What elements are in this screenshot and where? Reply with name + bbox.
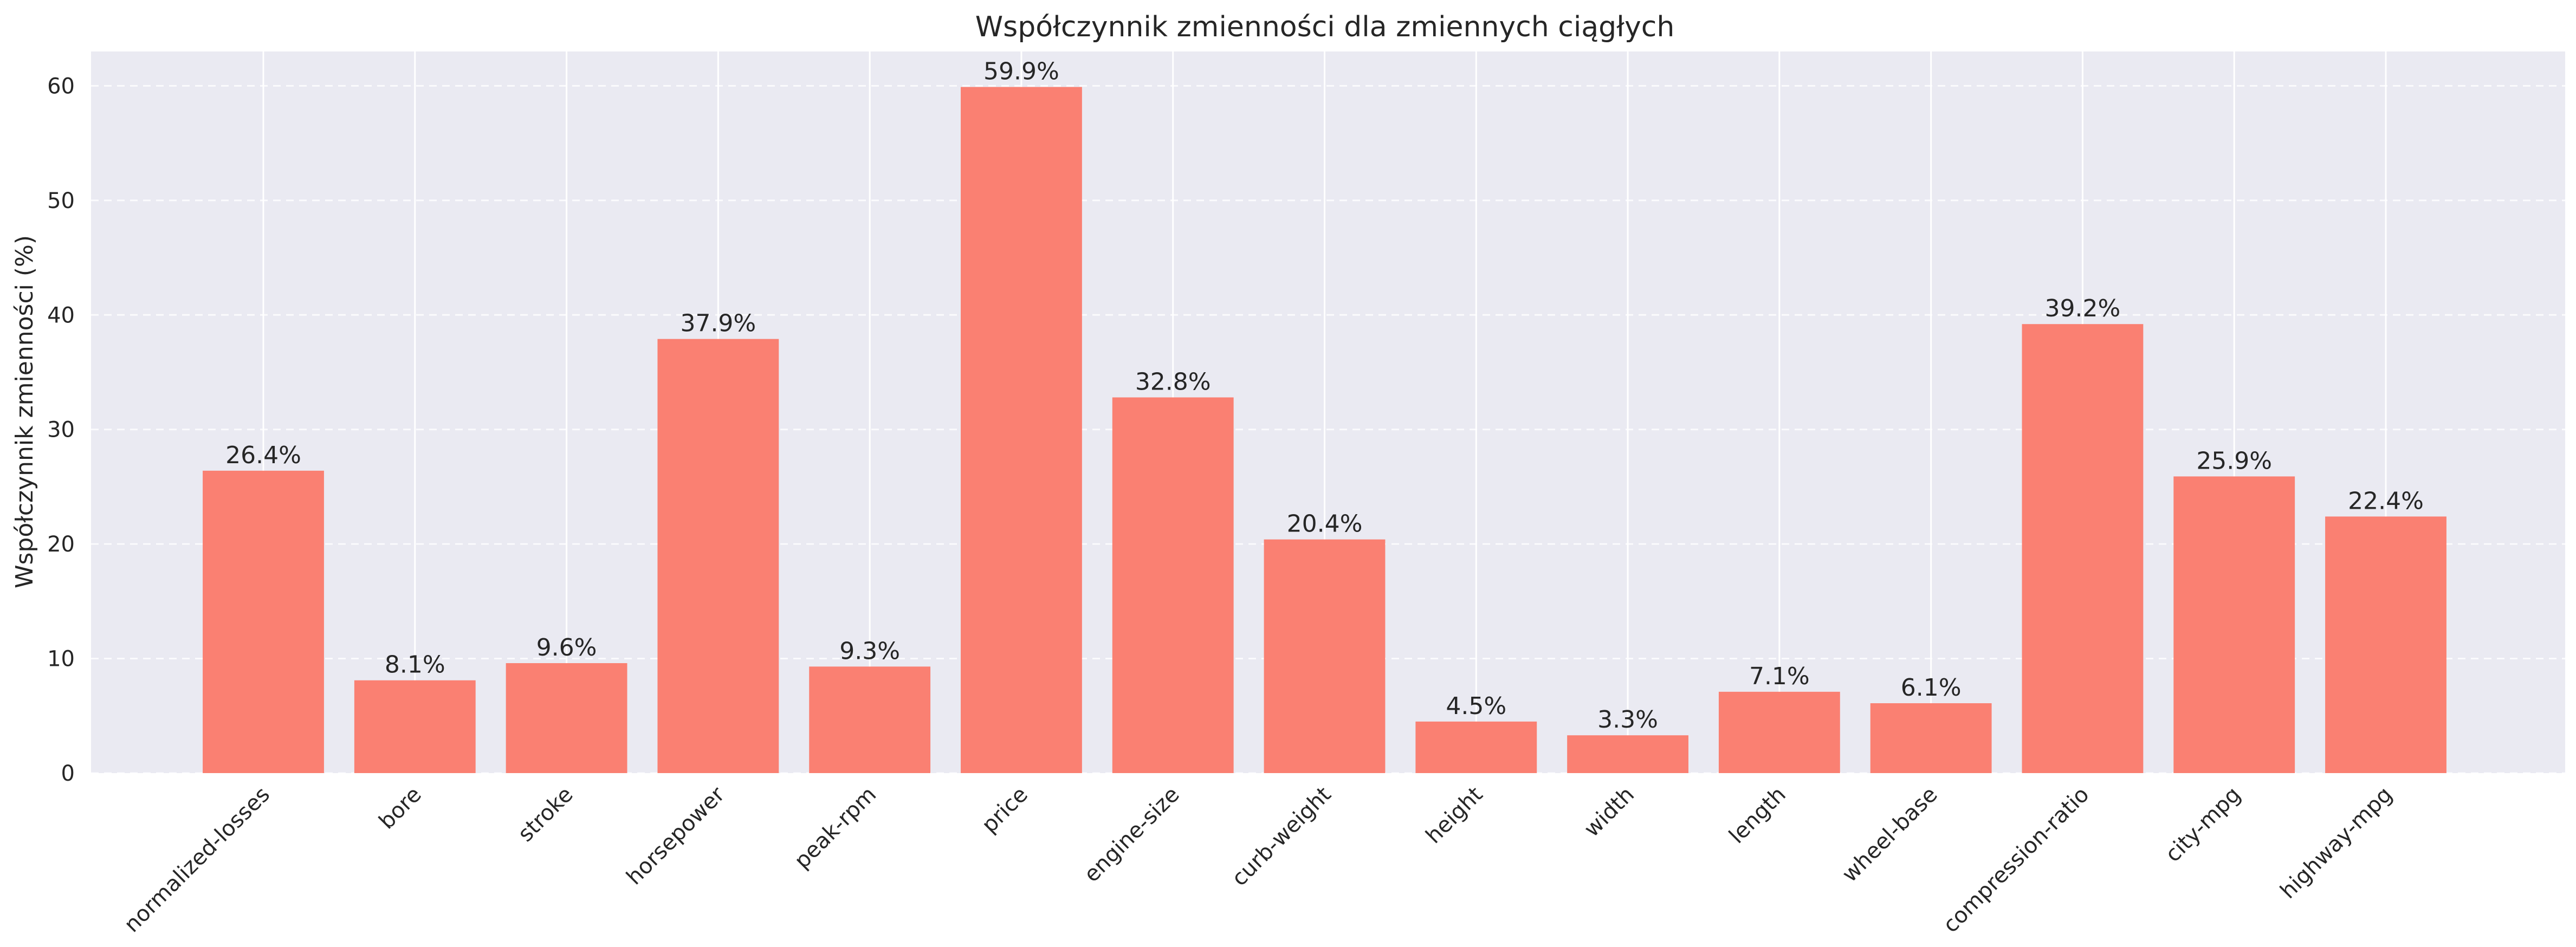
bar-value-label: 3.3% [1597,706,1658,734]
bar-wheel-base [1870,703,1992,773]
bar-value-label: 59.9% [983,58,1059,86]
x-tick-label: length [1724,782,1791,849]
y-tick-label: 60 [47,74,75,99]
bar-engine-size [1112,397,1234,773]
bar-value-label: 4.5% [1446,692,1506,720]
bar-city-mpg [2173,476,2295,773]
y-axis-ticks: 0 10 20 30 40 50 60 [47,74,75,786]
bars [203,87,2446,774]
bar-price [961,87,1082,774]
bar-value-label: 39.2% [2045,295,2121,322]
bar-curb-weight [1264,539,1386,773]
bar-value-label: 7.1% [1749,663,1810,690]
bar-value-label: 9.6% [536,634,597,661]
chart-title: Współczynnik zmienności dla zmiennych ci… [975,11,1675,43]
y-tick-label: 20 [47,532,75,557]
y-tick-label: 30 [47,418,75,443]
x-tick-label: highway-mpg [2275,782,2397,904]
bar-peak-rpm [809,666,931,773]
bar-value-labels: 26.4% 8.1% 9.6% 37.9% 9.3% 59.9% 32.8% 20.4% 4.5… [225,58,2424,734]
x-tick-label: curb-weight [1227,782,1336,891]
x-tick-label: wheel-base [1837,782,1943,887]
x-tick-label: stroke [513,782,578,847]
bar-stroke [506,663,627,773]
y-axis-label: Współczynnik zmienności (%) [11,235,38,588]
y-tick-label: 40 [47,303,75,328]
bar-value-label: 22.4% [2348,487,2424,515]
bar-normalized-losses [203,470,324,773]
x-tick-label: peak-rpm [789,782,881,874]
vertical-gridlines [262,51,2387,773]
x-axis-ticks: normalized-losses bore stroke horsepower pea… [119,782,2397,938]
bar-length [1718,691,1840,773]
x-tick-label: engine-size [1079,782,1185,887]
x-tick-label: horsepower [622,782,729,890]
bar-value-label: 20.4% [1287,510,1363,538]
x-tick-label: width [1580,782,1639,842]
bar-value-label: 26.4% [225,442,301,469]
x-tick-label: bore [374,782,426,834]
y-tick-label: 50 [47,189,75,213]
bar-bore [354,680,476,773]
x-tick-label: height [1421,782,1488,849]
x-tick-label: price [977,782,1033,838]
bar-value-label: 9.3% [839,637,900,665]
bar-highway-mpg [2325,516,2446,773]
x-tick-label: compression-ratio [1938,782,2094,938]
bar-value-label: 25.9% [2196,447,2272,475]
bar-height [1415,721,1537,773]
bar-compression-ratio [2022,324,2144,773]
bar-horsepower [657,339,779,773]
bar-value-label: 6.1% [1901,674,1962,702]
x-tick-label: normalized-losses [119,782,275,938]
bar-value-label: 32.8% [1135,368,1211,396]
y-tick-label: 0 [61,761,75,786]
x-tick-label: city-mpg [2160,782,2245,867]
y-tick-label: 10 [47,647,75,672]
bar-value-label: 37.9% [680,310,756,338]
bar-value-label: 8.1% [385,651,445,679]
bar-width [1567,735,1688,773]
